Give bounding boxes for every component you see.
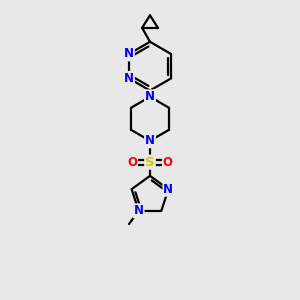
- Text: O: O: [163, 156, 173, 169]
- Text: N: N: [124, 47, 134, 61]
- Text: N: N: [164, 183, 173, 196]
- Text: N: N: [124, 72, 134, 85]
- Text: N: N: [134, 204, 144, 217]
- Text: S: S: [145, 156, 155, 169]
- Text: O: O: [127, 156, 137, 169]
- Text: N: N: [145, 90, 155, 103]
- Text: N: N: [145, 134, 155, 147]
